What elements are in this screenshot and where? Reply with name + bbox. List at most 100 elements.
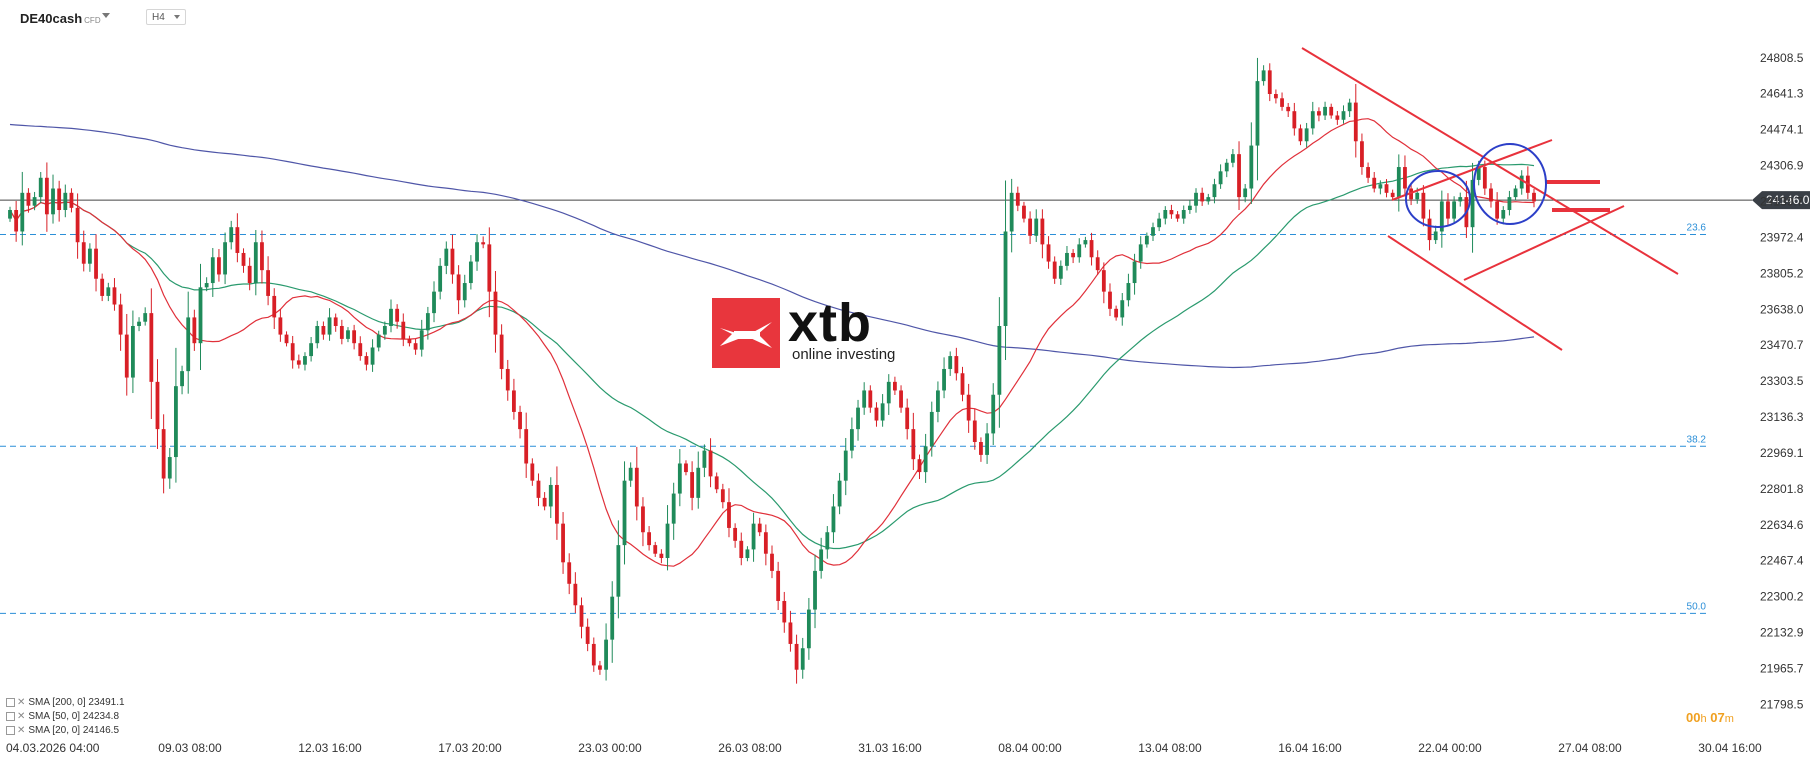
y-tick-label: 24139.7 bbox=[1760, 194, 1804, 208]
candle bbox=[788, 610, 793, 652]
fib-label: 23.6 bbox=[1687, 222, 1707, 233]
close-icon[interactable]: ✕ bbox=[17, 725, 26, 736]
y-tick-label: 23805.2 bbox=[1760, 266, 1804, 280]
triangle-lower-line bbox=[1463, 205, 1625, 281]
candle bbox=[493, 271, 498, 353]
candle bbox=[1028, 211, 1033, 245]
candle-body bbox=[1181, 210, 1186, 219]
candle-body bbox=[1372, 177, 1377, 189]
close-icon[interactable]: ✕ bbox=[17, 711, 26, 722]
candle-body bbox=[763, 532, 768, 554]
candle bbox=[1200, 187, 1205, 206]
candle bbox=[1267, 63, 1272, 102]
candle bbox=[450, 234, 455, 284]
legend-sma-20[interactable]: ✕ SMA [20, 0] 24146.5 bbox=[6, 724, 125, 738]
candle-body bbox=[819, 549, 824, 571]
candle bbox=[911, 412, 916, 471]
candle-body bbox=[192, 317, 197, 344]
candle bbox=[1089, 232, 1094, 266]
candle-body bbox=[616, 545, 621, 597]
symbol-selector[interactable]: DE40cash CFD bbox=[20, 11, 101, 26]
candle-body bbox=[1452, 201, 1457, 219]
candle-body bbox=[112, 287, 117, 305]
candle bbox=[69, 188, 74, 213]
candle bbox=[763, 524, 768, 566]
fib-label: 50.0 bbox=[1687, 601, 1707, 612]
candle bbox=[874, 402, 879, 427]
candle bbox=[1372, 171, 1377, 193]
candle-body bbox=[972, 420, 977, 443]
annotations[interactable] bbox=[1301, 47, 1679, 351]
candle-body bbox=[1028, 218, 1033, 236]
candle-body bbox=[174, 386, 178, 458]
candle bbox=[1071, 249, 1076, 264]
candle-body bbox=[868, 390, 873, 408]
candle bbox=[604, 623, 608, 681]
candle-body bbox=[1151, 227, 1155, 236]
candle-body bbox=[788, 622, 793, 644]
candle bbox=[1341, 105, 1346, 124]
candle bbox=[948, 351, 953, 376]
candle bbox=[57, 180, 62, 222]
candle bbox=[1323, 101, 1327, 120]
candle bbox=[936, 381, 940, 423]
candle bbox=[702, 444, 707, 478]
x-tick-label: 31.03 16:00 bbox=[858, 741, 922, 755]
indicator-legend: ✕ SMA [200, 0] 23491.1 ✕ SMA [50, 0] 24234… bbox=[6, 696, 125, 738]
candle bbox=[1157, 212, 1162, 232]
candle-body bbox=[929, 411, 934, 447]
candle bbox=[1390, 189, 1395, 201]
candle bbox=[26, 188, 31, 213]
candle-body bbox=[1015, 192, 1020, 206]
candle-body bbox=[628, 467, 633, 481]
y-tick-label: 22634.6 bbox=[1760, 518, 1804, 532]
candle bbox=[1243, 184, 1248, 203]
candle-body bbox=[1144, 235, 1149, 245]
candle bbox=[174, 347, 178, 483]
candle-body bbox=[278, 317, 283, 335]
candle-body bbox=[327, 317, 332, 335]
candle bbox=[991, 383, 996, 446]
candle bbox=[217, 249, 221, 282]
y-tick-label: 22132.9 bbox=[1760, 626, 1804, 640]
timeframe-selector[interactable]: H4 bbox=[146, 9, 186, 25]
legend-sma-200[interactable]: ✕ SMA [200, 0] 23491.1 bbox=[6, 696, 125, 710]
indicator-settings-icon[interactable] bbox=[6, 697, 15, 707]
candle bbox=[8, 206, 12, 222]
candle-body bbox=[1507, 197, 1512, 211]
legend-sma-50[interactable]: ✕ SMA [50, 0] 24234.8 bbox=[6, 710, 125, 724]
candle bbox=[1446, 193, 1450, 226]
candle-body bbox=[1163, 210, 1168, 219]
chevron-down-icon[interactable] bbox=[102, 13, 110, 18]
candle-body bbox=[167, 457, 172, 479]
candle-body bbox=[290, 343, 295, 361]
x-tick-label: 27.04 08:00 bbox=[1558, 741, 1622, 755]
candle bbox=[1138, 236, 1143, 269]
symbol-name: DE40cash bbox=[20, 11, 83, 26]
candle bbox=[315, 320, 320, 349]
candle bbox=[1482, 160, 1487, 195]
candle bbox=[1194, 188, 1198, 213]
candle-body bbox=[315, 326, 320, 344]
candle-body bbox=[536, 480, 541, 498]
candle-body bbox=[487, 244, 492, 292]
candle-body bbox=[1360, 141, 1364, 168]
candle-body bbox=[794, 643, 799, 670]
candle-body bbox=[370, 347, 375, 365]
candle-body bbox=[303, 356, 307, 365]
candle bbox=[1126, 273, 1131, 307]
candle-body bbox=[1298, 128, 1303, 142]
candle-body bbox=[1126, 283, 1131, 301]
candle bbox=[499, 324, 504, 380]
candle bbox=[487, 227, 492, 318]
indicator-settings-icon[interactable] bbox=[6, 711, 15, 721]
close-icon[interactable]: ✕ bbox=[17, 697, 26, 708]
candle bbox=[518, 405, 522, 439]
candle bbox=[1347, 98, 1352, 117]
candle bbox=[1095, 250, 1100, 275]
candle bbox=[653, 541, 658, 557]
indicator-settings-icon[interactable] bbox=[6, 725, 15, 735]
candle bbox=[757, 517, 762, 537]
candle bbox=[370, 339, 375, 372]
